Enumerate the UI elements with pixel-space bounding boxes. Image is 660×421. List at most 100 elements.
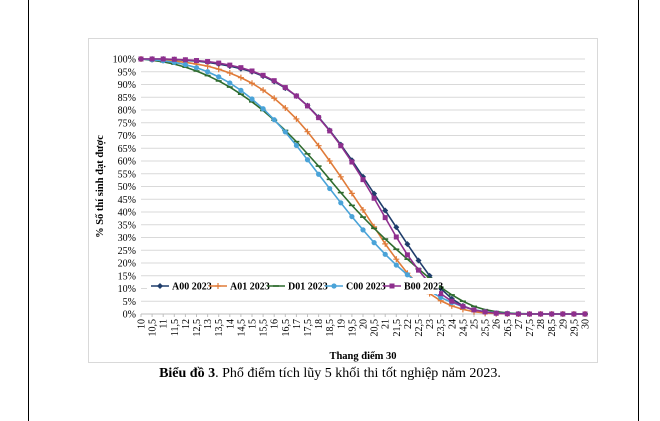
data-point <box>438 294 444 301</box>
data-point <box>260 87 267 94</box>
legend-item: D01 2023 <box>267 282 328 293</box>
x-tick-label: 26,5 <box>503 319 514 337</box>
x-tick-label: 14,5 <box>236 319 247 337</box>
x-tick-label: 22 <box>403 319 414 329</box>
x-tick-label: 20 <box>359 319 370 329</box>
y-tick-label: 30% <box>118 233 136 244</box>
x-tick-label: 25,5 <box>481 319 492 337</box>
data-point <box>238 87 244 93</box>
y-tick-label: 5% <box>123 297 136 308</box>
legend-item: C00 2023 <box>325 282 386 293</box>
x-tick-label: 24 <box>447 319 458 329</box>
data-point <box>338 143 344 149</box>
data-point <box>216 74 222 80</box>
x-tick-label: 18,5 <box>325 319 336 337</box>
data-point <box>249 96 255 102</box>
data-point <box>271 117 277 123</box>
data-point <box>393 256 400 263</box>
x-tick-label: 22,5 <box>414 319 425 337</box>
data-point <box>382 251 388 257</box>
data-point <box>337 173 344 180</box>
legend-label: C00 2023 <box>346 282 386 293</box>
data-point <box>237 74 244 81</box>
data-point <box>349 159 355 165</box>
x-tick-label: 21,5 <box>392 319 403 337</box>
data-point <box>393 224 400 231</box>
data-point <box>205 59 211 65</box>
y-tick-label: 85% <box>118 93 136 104</box>
data-point <box>549 311 555 317</box>
data-point <box>182 57 188 63</box>
x-tick-label: 29 <box>558 319 569 329</box>
data-point <box>382 207 389 214</box>
y-tick-label: 25% <box>118 246 136 257</box>
data-point <box>482 309 488 315</box>
data-point <box>216 60 222 66</box>
data-point <box>315 142 322 149</box>
data-point <box>371 240 377 246</box>
data-point <box>471 307 477 313</box>
right-page-border <box>638 0 639 421</box>
data-point <box>331 283 337 289</box>
data-point <box>157 283 163 289</box>
data-point <box>438 291 444 297</box>
x-tick-label: 10 <box>137 319 148 329</box>
y-tick-label: 40% <box>118 208 136 219</box>
x-axis-ticks: 10 10,5 11 11,5 12 12,5 13 13,5 14 14,5 15 15,5 16 16… <box>137 314 592 337</box>
data-point <box>260 72 266 78</box>
caption-label: Biểu đồ 3 <box>159 366 216 381</box>
x-tick-label: 15,5 <box>259 319 270 337</box>
data-point <box>304 128 311 135</box>
y-tick-label: 20% <box>118 259 136 270</box>
data-point <box>404 241 411 248</box>
y-tick-label: 15% <box>118 271 136 282</box>
data-point <box>271 95 278 102</box>
data-point <box>327 185 333 192</box>
data-point <box>227 62 233 68</box>
x-tick-label: 28,5 <box>547 319 558 337</box>
data-point <box>538 311 544 317</box>
data-point <box>327 128 333 134</box>
y-axis-ticks: 0% 5% 10% 15%20% 25% 30% 35%40% 45% 50% 55%60% 65%… <box>113 55 136 321</box>
y-tick-label: 65% <box>118 144 136 155</box>
figure-caption: Biểu đồ 3. Phổ điểm tích lũy 5 khối thi … <box>0 366 660 382</box>
x-tick-label: 27 <box>514 319 525 329</box>
x-tick-label: 11,5 <box>170 319 181 336</box>
x-tick-label: 19 <box>336 319 347 329</box>
x-tick-label: 18 <box>314 319 325 329</box>
y-tick-label: 90% <box>118 80 136 91</box>
data-point <box>316 171 322 177</box>
x-tick-label: 10,5 <box>148 319 159 337</box>
data-point <box>382 240 389 247</box>
data-point <box>382 215 388 221</box>
data-point <box>415 257 422 264</box>
x-tick-label: 23 <box>425 319 436 329</box>
y-tick-label: 0% <box>123 310 136 321</box>
data-point <box>282 129 288 135</box>
data-point <box>171 56 177 62</box>
data-point <box>348 190 355 197</box>
data-point <box>260 106 266 112</box>
data-point <box>515 311 521 317</box>
data-point <box>393 262 399 268</box>
caption-text: . Phổ điểm tích lũy 5 khối thi tốt nghiệ… <box>215 366 501 381</box>
series-group <box>138 56 588 317</box>
x-tick-label: 11 <box>159 319 170 329</box>
x-tick-label: 20,5 <box>370 319 381 337</box>
data-point <box>293 142 299 149</box>
data-point <box>226 70 233 77</box>
data-point <box>404 272 410 278</box>
data-point <box>493 310 499 316</box>
data-point <box>404 252 410 258</box>
y-tick-label: 60% <box>118 157 136 168</box>
data-point <box>582 311 588 317</box>
data-point <box>204 63 211 70</box>
data-point <box>371 195 377 201</box>
x-tick-label: 25 <box>470 319 481 329</box>
data-point <box>160 56 166 62</box>
left-page-border <box>28 0 29 421</box>
data-point <box>282 85 288 91</box>
legend-background <box>147 278 439 294</box>
y-tick-label: 55% <box>118 169 136 180</box>
data-point <box>182 62 188 68</box>
